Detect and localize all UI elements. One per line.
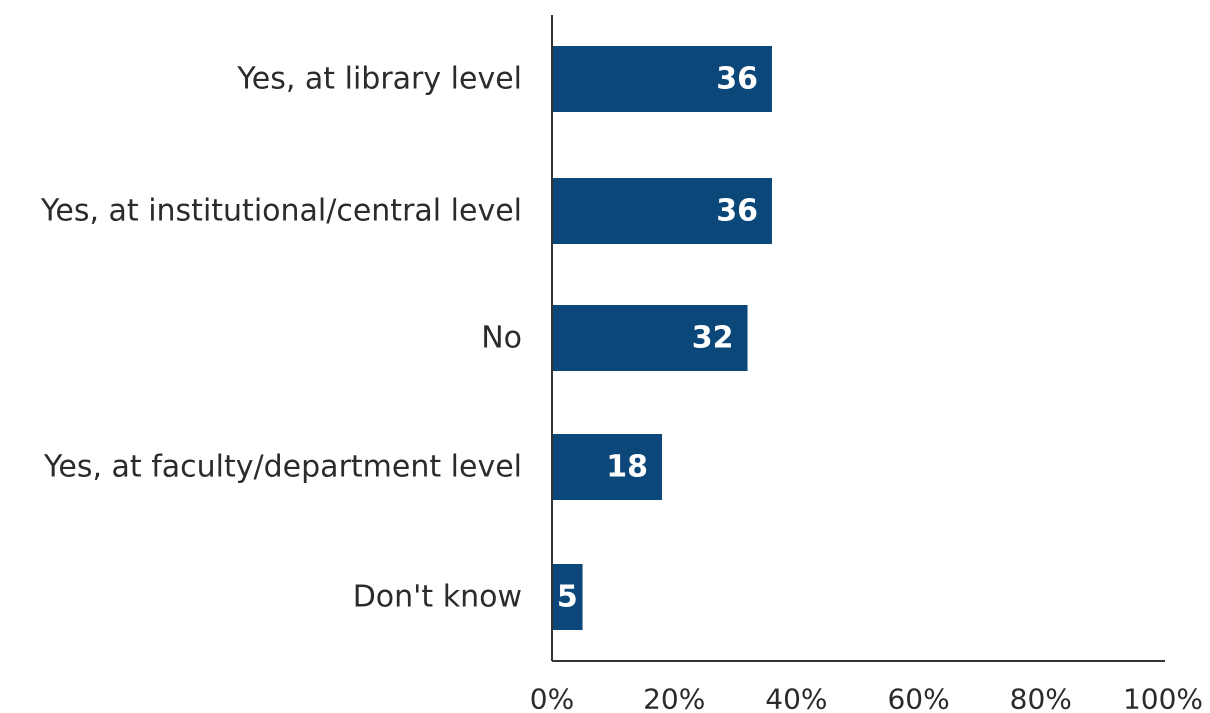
value-label-2: 32 [692, 321, 734, 356]
x-tick-label-5: 100% [1123, 683, 1203, 713]
category-label-0: Yes, at library level [236, 62, 522, 97]
value-label-4: 5 [557, 580, 578, 615]
category-label-2: No [481, 321, 522, 356]
bar-3 [552, 434, 662, 500]
x-tick-label-0: 0% [530, 683, 574, 713]
value-label-1: 36 [716, 194, 758, 229]
x-tick-label-1: 20% [643, 683, 705, 713]
x-tick-label-3: 60% [887, 683, 949, 713]
x-tick-label-2: 40% [765, 683, 827, 713]
bar-1 [552, 178, 772, 244]
category-label-3: Yes, at faculty/department level [43, 450, 522, 485]
value-label-0: 36 [716, 62, 758, 97]
category-label-1: Yes, at institutional/central level [40, 194, 522, 229]
bar-0 [552, 46, 772, 112]
x-tick-label-4: 80% [1010, 683, 1072, 713]
x-tick-labels: 0% 20% 40% 60% 80% 100% [530, 683, 1203, 713]
bar-2 [552, 305, 748, 371]
category-labels: Yes, at library level Yes, at institution… [40, 62, 522, 615]
category-label-4: Don't know [353, 580, 522, 615]
bar-4 [552, 564, 583, 630]
bars-group [552, 46, 772, 630]
value-labels: 36 36 32 18 5 [557, 62, 758, 615]
value-label-3: 18 [606, 450, 648, 485]
